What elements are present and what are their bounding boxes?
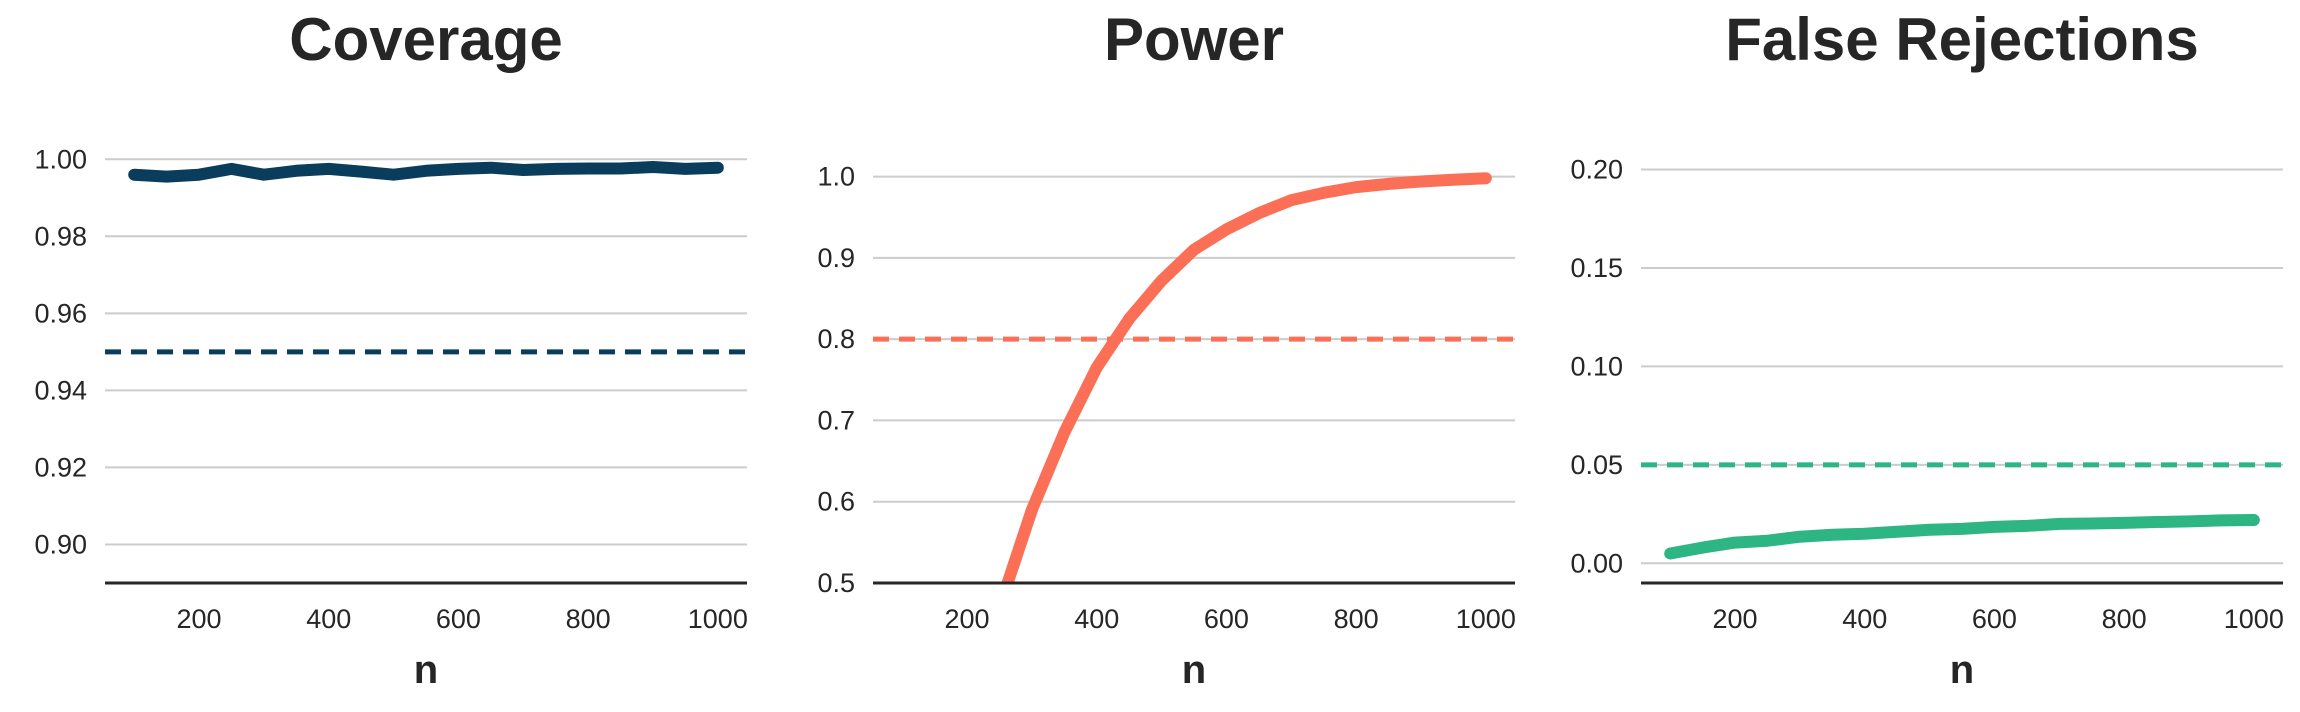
x-axis-label: n — [1950, 648, 1974, 692]
chart-title: Power — [1104, 6, 1284, 73]
x-tick-label: 400 — [1842, 604, 1887, 634]
x-tick-label: 600 — [1204, 604, 1249, 634]
y-tick-label: 0.8 — [817, 324, 855, 354]
y-tick-label: 0.92 — [34, 452, 87, 482]
y-tick-label: 0.20 — [1570, 155, 1623, 185]
x-tick-label: 400 — [1074, 604, 1119, 634]
x-tick-label: 600 — [1972, 604, 2017, 634]
series-line — [1001, 172, 1492, 582]
y-tick-label: 0.90 — [34, 529, 87, 559]
y-tick-label: 1.00 — [34, 144, 87, 174]
x-axis-label: n — [1182, 648, 1206, 692]
x-tick-label: 200 — [944, 604, 989, 634]
y-tick-label: 0.7 — [817, 405, 855, 435]
x-tick-label: 1000 — [2224, 604, 2284, 634]
x-axis-label: n — [414, 648, 438, 692]
x-tick-label: 1000 — [1456, 604, 1516, 634]
series-line — [128, 161, 724, 183]
x-tick-label: 400 — [306, 604, 351, 634]
chart-title: Coverage — [289, 6, 562, 73]
x-tick-label: 200 — [1712, 604, 1757, 634]
y-tick-label: 0.15 — [1570, 253, 1623, 283]
y-tick-label: 0.9 — [817, 243, 855, 273]
y-tick-label: 0.10 — [1570, 351, 1623, 381]
panel-3: 0.00 0.05 0.10 0.15 0.20 200 400 600 800 1000 n Fal… — [1570, 6, 2283, 692]
x-tick-label: 800 — [1334, 604, 1379, 634]
x-tick-label: 800 — [2102, 604, 2147, 634]
y-tick-label: 0.00 — [1570, 548, 1623, 578]
y-tick-label: 0.94 — [34, 375, 87, 405]
chart-title: False Rejections — [1725, 6, 2199, 73]
x-tick-label: 600 — [436, 604, 481, 634]
y-tick-label: 0.6 — [817, 487, 855, 517]
x-tick-label: 1000 — [688, 604, 748, 634]
panel-1: 0.90 0.92 0.94 0.96 0.98 1.00 200 400 600 800 1000… — [34, 6, 747, 692]
series-line — [1664, 514, 2260, 560]
x-tick-label: 200 — [176, 604, 221, 634]
y-tick-label: 1.0 — [817, 162, 855, 192]
y-tick-label: 0.5 — [817, 568, 855, 598]
y-tick-label: 0.05 — [1570, 450, 1623, 480]
panel-2: 0.5 0.6 0.7 0.8 0.9 1.0 200 400 600 800 1000 n Power — [817, 6, 1515, 692]
y-tick-label: 0.98 — [34, 221, 87, 251]
x-tick-label: 800 — [566, 604, 611, 634]
y-tick-label: 0.96 — [34, 298, 87, 328]
